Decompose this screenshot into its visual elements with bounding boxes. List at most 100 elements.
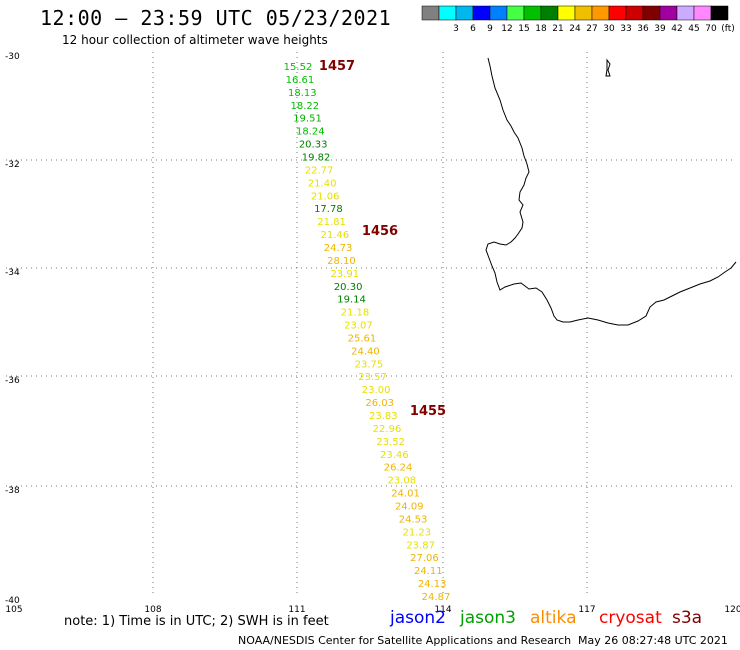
color-bin-label: 15 (518, 24, 529, 34)
swh-value: 28.10 (327, 256, 356, 267)
lat-label: -38 (5, 486, 20, 496)
swh-value: 23.91 (330, 269, 359, 280)
color-bin (591, 5, 610, 21)
legend-altika: altika (530, 608, 577, 628)
swh-value: 18.22 (291, 101, 320, 112)
wave-height-observations: 15.52 16.61 18.13 18.22 19.51 18.24 20.3319.82… (284, 62, 451, 603)
color-bin-label: 24 (569, 24, 581, 34)
color-bin-label: 21 (552, 24, 563, 34)
color-bin (455, 5, 474, 21)
legend-cryosat: cryosat (599, 608, 662, 628)
legend-jason2: jason2 (390, 608, 446, 628)
color-bin-label: 39 (654, 24, 666, 34)
australia-west-coast (485, 57, 737, 326)
color-bin-label: 42 (671, 24, 682, 34)
color-bin-label: 30 (603, 24, 615, 34)
swh-value: 23.00 (362, 385, 391, 396)
swh-value: 24.53 (399, 514, 428, 525)
footer-note: note: 1) Time is in UTC; 2) SWH is in fe… (64, 614, 329, 629)
lat-label: -32 (5, 160, 20, 170)
swh-value: 23.08 (387, 476, 416, 487)
lon-label: 120 (724, 605, 740, 615)
swh-value: 21.40 (308, 178, 337, 189)
color-bin (693, 5, 712, 21)
lat-label: -36 (5, 376, 20, 386)
coastal-island (605, 58, 611, 77)
swh-value: 23.75 (355, 359, 384, 370)
swh-value: 19.51 (293, 114, 322, 125)
swh-value: 23.87 (406, 540, 435, 551)
color-bin (642, 5, 661, 21)
color-bin-label: (ft) (721, 24, 735, 34)
color-bin-label: 45 (688, 24, 699, 34)
swh-value: 26.03 (365, 398, 394, 409)
color-bin (574, 5, 593, 21)
swh-value: 17.78 (314, 204, 343, 215)
swh-value: 21.23 (403, 527, 432, 538)
swh-value: 24.40 (351, 346, 380, 357)
color-bin-label: 36 (637, 24, 649, 34)
swh-value: 23.07 (344, 321, 373, 332)
lon-label: 105 (5, 605, 22, 615)
lon-label: 114 (434, 605, 451, 615)
swh-value: 25.61 (348, 333, 377, 344)
swh-value: 23.46 (380, 450, 409, 461)
lon-label: 108 (144, 605, 161, 615)
color-bin (557, 5, 576, 21)
color-bin (506, 5, 525, 21)
pass-number: 1455 (410, 404, 446, 419)
color-bin (710, 5, 729, 21)
swh-value: 18.24 (296, 127, 325, 138)
credit-line: NOAA/NESDIS Center for Satellite Applica… (238, 634, 572, 647)
swh-value: 21.18 (341, 308, 370, 319)
color-bin (472, 5, 491, 21)
longitude-labels: 105 108 111 114 117 120 (5, 605, 740, 615)
swh-value: 21.81 (317, 217, 346, 228)
lon-label: 111 (288, 605, 305, 615)
color-scale-legend: 3 6 9 12 15 18 21 24 27 30 33 36 39 42 45 70 (ft) (421, 5, 735, 34)
lon-label: 117 (578, 605, 595, 615)
color-bin (421, 5, 440, 21)
swh-value: 15.52 (284, 62, 313, 73)
swh-value: 24.01 (391, 489, 420, 500)
legend-s3a: s3a (672, 608, 703, 628)
swh-value: 23.52 (376, 437, 405, 448)
color-bin-label: 9 (487, 24, 493, 34)
swh-value: 24.73 (324, 243, 353, 254)
map-grid (6, 52, 733, 596)
page-subtitle: 12 hour collection of altimeter wave hei… (62, 33, 328, 47)
coastline (485, 57, 737, 326)
swh-value: 24.11 (414, 566, 443, 577)
swh-value: 27.06 (410, 553, 439, 564)
pass-number: 1456 (362, 224, 398, 239)
swh-value: 22.96 (373, 424, 402, 435)
swh-value: 21.06 (311, 191, 340, 202)
color-bin (438, 5, 457, 21)
color-bin-label: 6 (470, 24, 476, 34)
swh-value: 21.46 (321, 230, 350, 241)
pass-labels: 1457 1456 1455 (319, 59, 446, 419)
swh-value: 26.24 (384, 463, 413, 474)
swh-value: 23.57 (358, 372, 387, 383)
color-bin-label: 12 (501, 24, 512, 34)
color-bin-label: 27 (586, 24, 597, 34)
color-bin-label: 18 (535, 24, 547, 34)
lat-label: -40 (5, 596, 20, 606)
color-bin (540, 5, 559, 21)
swh-value: 22.77 (305, 165, 334, 176)
color-bin-label: 33 (620, 24, 631, 34)
swh-value: 20.33 (299, 140, 328, 151)
swh-value: 18.13 (288, 88, 317, 99)
color-bin (625, 5, 644, 21)
legend-jason3: jason3 (460, 608, 516, 628)
swh-value: 24.87 (422, 592, 451, 603)
lat-label: -30 (5, 52, 20, 62)
color-bin (676, 5, 695, 21)
swh-value: 24.09 (395, 502, 424, 513)
swh-value: 24.13 (418, 579, 447, 590)
latitude-labels: -30 -32 -34 -36 -38 -40 (5, 52, 20, 606)
color-bin-label: 70 (705, 24, 717, 34)
swh-value: 19.14 (337, 295, 366, 306)
swh-value: 20.30 (334, 282, 363, 293)
